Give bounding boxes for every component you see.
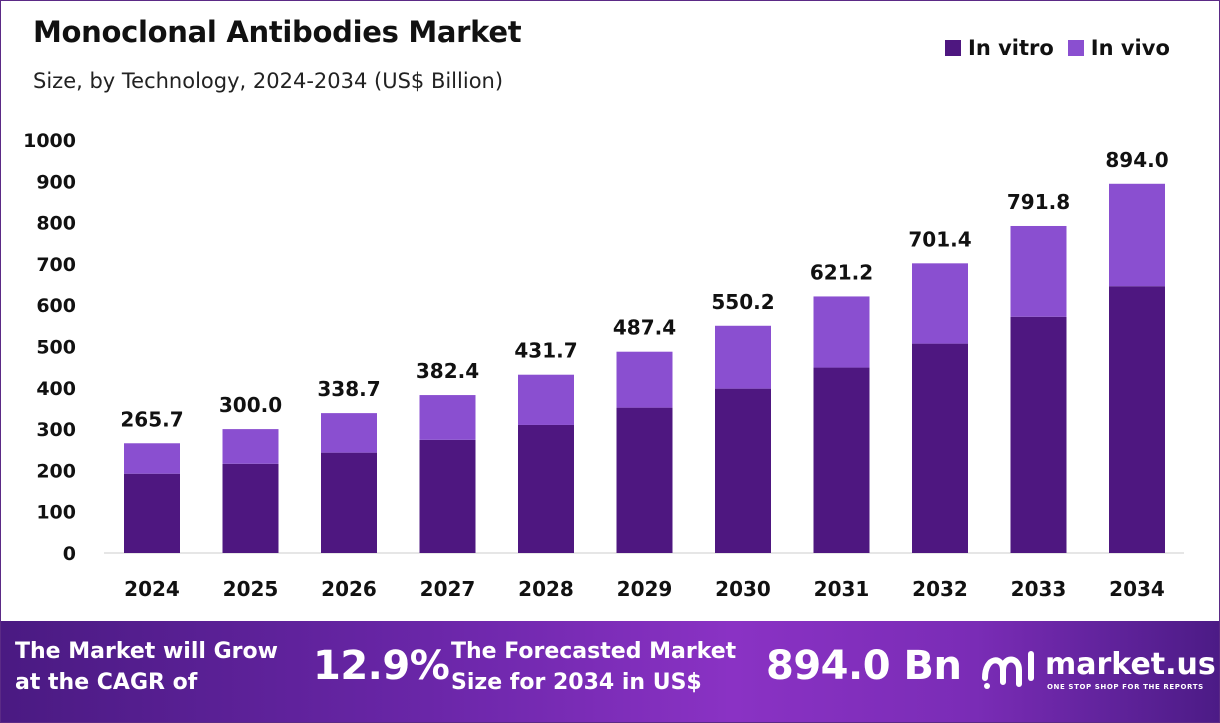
bar-in-vitro	[1109, 286, 1165, 553]
bar-total-label: 791.8	[1007, 190, 1070, 214]
legend-item-in-vivo: In vivo	[1067, 36, 1170, 60]
y-tick-label: 800	[36, 213, 76, 235]
x-tick-label: 2030	[715, 577, 771, 601]
forecast-value: 894.0 Bn	[766, 643, 962, 689]
x-tick-label: 2026	[321, 577, 377, 601]
bar-in-vitro	[124, 473, 180, 553]
bar-in-vivo	[1010, 225, 1067, 317]
bar-total-label: 265.7	[120, 407, 183, 431]
bar-in-vivo	[124, 443, 180, 474]
y-tick-label: 400	[36, 378, 76, 400]
x-tick-label: 2034	[1109, 577, 1165, 601]
bar-in-vitro	[813, 367, 870, 553]
y-tick-label: 600	[36, 295, 76, 317]
bar-in-vivo	[1109, 183, 1165, 287]
y-tick-label: 100	[36, 502, 76, 524]
bar-in-vivo	[616, 351, 673, 408]
y-tick-label: 200	[36, 460, 76, 482]
bar-in-vivo	[222, 429, 279, 464]
y-tick-label: 700	[36, 254, 76, 276]
bar-total-label: 338.7	[317, 377, 380, 401]
x-tick-label: 2031	[814, 577, 870, 601]
bar-in-vitro	[1010, 316, 1067, 553]
x-tick-label: 2024	[124, 577, 180, 601]
chart-plot: 0 100 200 300 400 500 600 700 800 900 1000 265.7 202…	[23, 130, 1184, 601]
legend-label-in-vitro: In vitro	[968, 36, 1054, 60]
x-tick-label: 2029	[617, 577, 673, 601]
bar-total-label: 894.0	[1105, 148, 1168, 172]
legend-item-in-vitro: In vitro	[945, 36, 1054, 60]
bar-total-label: 621.2	[810, 260, 873, 284]
bar-total-label: 382.4	[416, 359, 479, 383]
bar-in-vivo	[321, 413, 377, 453]
bar-in-vitro	[419, 439, 476, 553]
legend-label-in-vivo: In vivo	[1090, 36, 1170, 60]
cagr-label-line-2: at the CAGR of	[15, 670, 198, 695]
y-tick-label: 300	[36, 419, 76, 441]
forecast-label-line-1: The Forecasted Market	[451, 639, 737, 664]
chart-title: Monoclonal Antibodies Market	[33, 15, 522, 49]
market-us-logo-tagline: ONE STOP SHOP FOR THE REPORTS	[1047, 683, 1204, 691]
bar-in-vitro	[518, 424, 574, 553]
bar-in-vitro	[321, 452, 377, 553]
legend-swatch-in-vivo	[1067, 40, 1084, 56]
forecast-label: The Forecasted Market Size for 2034 in U…	[451, 636, 736, 698]
bar-in-vivo	[419, 395, 476, 440]
summary-banner: The Market will Grow at the CAGR of 12.9…	[1, 621, 1219, 722]
chart-subtitle: Size, by Technology, 2024-2034 (US$ Bill…	[33, 69, 504, 93]
bar-total-label: 550.2	[711, 290, 774, 314]
bar-in-vitro	[912, 343, 968, 553]
y-tick-label: 500	[36, 337, 76, 359]
bar-total-label: 487.4	[613, 316, 676, 340]
legend: In vitro In vivo	[945, 33, 1184, 63]
bar-total-label: 701.4	[908, 227, 971, 251]
x-tick-label: 2028	[518, 577, 574, 601]
y-tick-label: 900	[36, 171, 76, 193]
bar-total-label: 431.7	[514, 339, 577, 363]
cagr-label-line-1: The Market will Grow	[15, 639, 278, 664]
legend-swatch-in-vitro	[945, 40, 961, 56]
cagr-label: The Market will Grow at the CAGR of	[15, 636, 278, 698]
forecast-label-line-2: Size for 2034 in US$	[451, 670, 702, 695]
bar-in-vivo	[715, 325, 771, 389]
x-tick-label: 2032	[912, 577, 968, 601]
x-tick-label: 2027	[420, 577, 476, 601]
bar-in-vitro	[616, 407, 673, 553]
x-tick-label: 2025	[223, 577, 279, 601]
market-us-logo-text: market.us	[1045, 647, 1216, 682]
bar-total-label: 300.0	[219, 393, 282, 417]
bar-in-vivo	[912, 263, 968, 344]
y-tick-label: 1000	[23, 130, 76, 152]
bar-in-vitro	[222, 463, 279, 553]
bar-in-vivo	[813, 296, 870, 368]
bar-in-vivo	[518, 374, 574, 425]
y-tick-label: 0	[63, 543, 76, 565]
market-us-logo-icon	[982, 651, 1034, 689]
cagr-value: 12.9%	[313, 643, 450, 689]
bar-in-vitro	[715, 388, 771, 553]
x-tick-label: 2033	[1011, 577, 1067, 601]
